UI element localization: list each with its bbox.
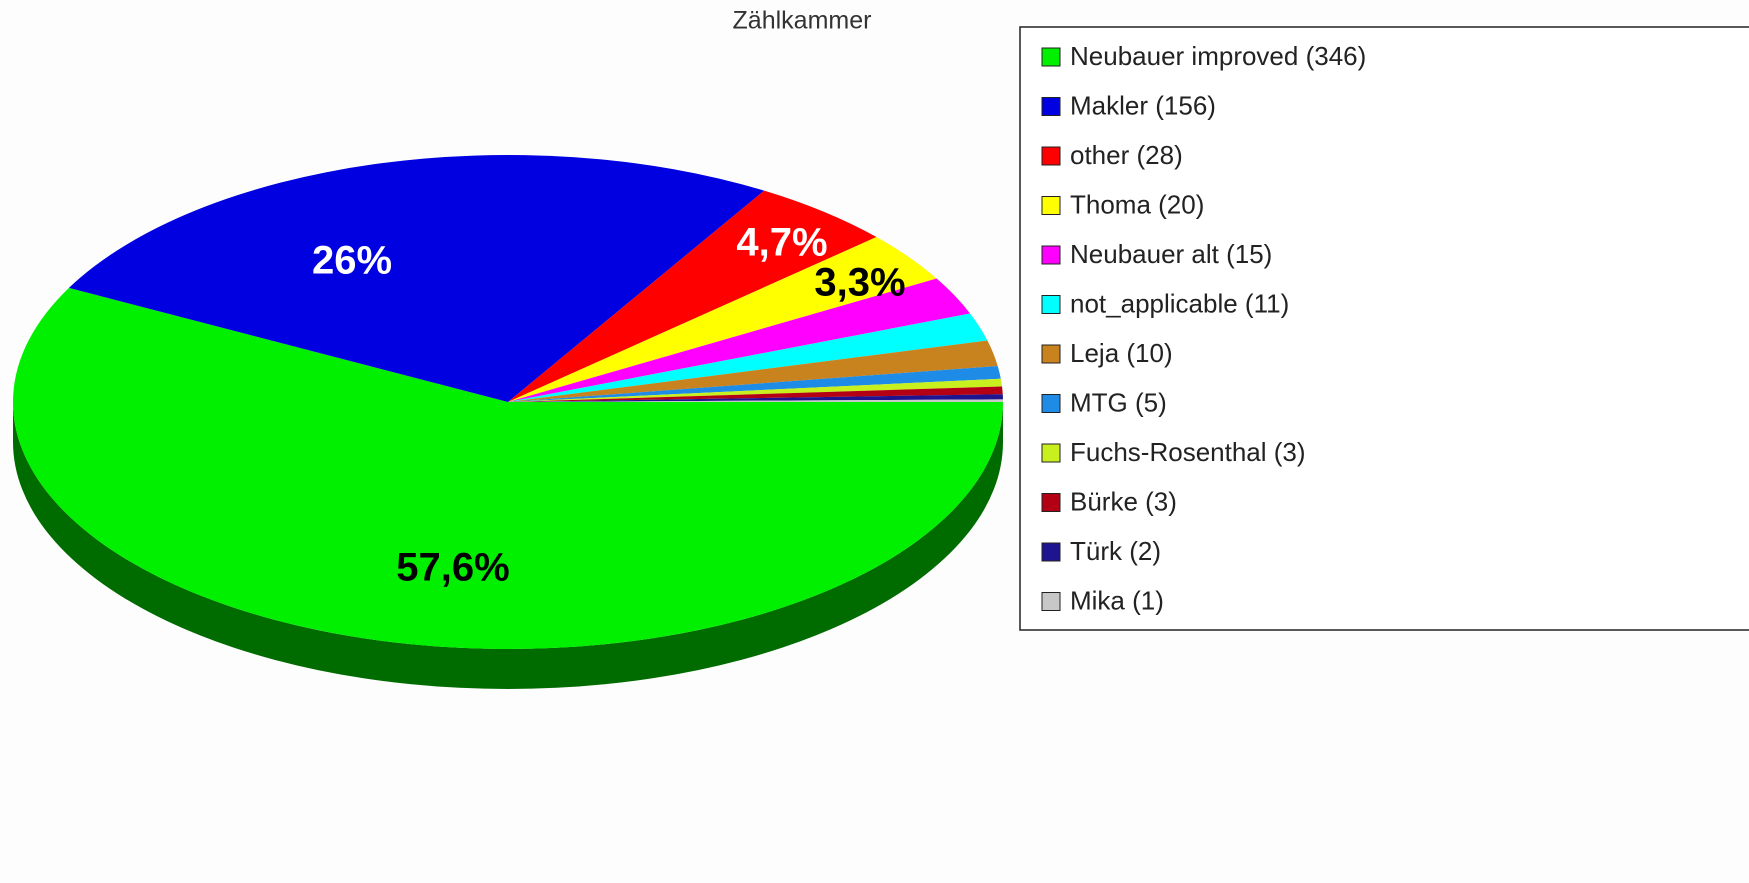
pie-slice [508, 340, 998, 402]
pie-slice [508, 313, 988, 402]
value-label: 57,6% [396, 546, 509, 590]
legend-swatch [1041, 493, 1061, 512]
legend-label: Fuchs-Rosenthal (3) [1070, 437, 1306, 467]
legend-label: Bürke (3) [1070, 486, 1177, 516]
legend-box [1019, 26, 1749, 631]
pie-slice [508, 386, 1003, 402]
legend-label: Mika (1) [1070, 585, 1164, 615]
pie-slice [508, 399, 1003, 402]
legend-label: Türk (2) [1070, 536, 1161, 566]
pie-slice [508, 394, 1003, 402]
legend-swatch [1041, 47, 1061, 67]
pie-slice [508, 278, 971, 402]
pie-slice [508, 378, 1003, 402]
pie-slice [508, 365, 1001, 402]
legend-label: other (28) [1070, 140, 1183, 170]
slice-side [13, 402, 1003, 689]
value-label: 26% [312, 239, 392, 283]
value-label: 4,7% [736, 221, 827, 265]
legend-swatch [1041, 146, 1061, 166]
legend-label: Makler (156) [1070, 90, 1216, 120]
legend-swatch [1041, 97, 1061, 116]
legend-swatch [1041, 344, 1061, 364]
legend-label: Leja (10) [1070, 338, 1173, 368]
chart-title: Zählkammer [733, 7, 872, 35]
pie-slice [68, 155, 765, 402]
legend-swatch [1041, 542, 1061, 562]
legend-label: Neubauer improved (346) [1070, 41, 1366, 71]
legend-label: Thoma (20) [1070, 189, 1204, 219]
pie-slice [508, 190, 877, 402]
pie-slice [13, 287, 1004, 649]
legend-swatch [1041, 443, 1061, 463]
legend-swatch [1041, 196, 1061, 215]
legend-swatch [1041, 295, 1061, 314]
pie-slice [508, 237, 937, 402]
legend-swatch [1041, 394, 1061, 413]
legend-swatch [1041, 592, 1061, 611]
legend-swatch [1041, 245, 1061, 265]
legend-label: MTG (5) [1070, 387, 1167, 417]
legend-label: not_applicable (11) [1070, 288, 1289, 318]
legend-label: Neubauer alt (15) [1070, 239, 1272, 269]
value-label: 3,3% [814, 261, 905, 305]
